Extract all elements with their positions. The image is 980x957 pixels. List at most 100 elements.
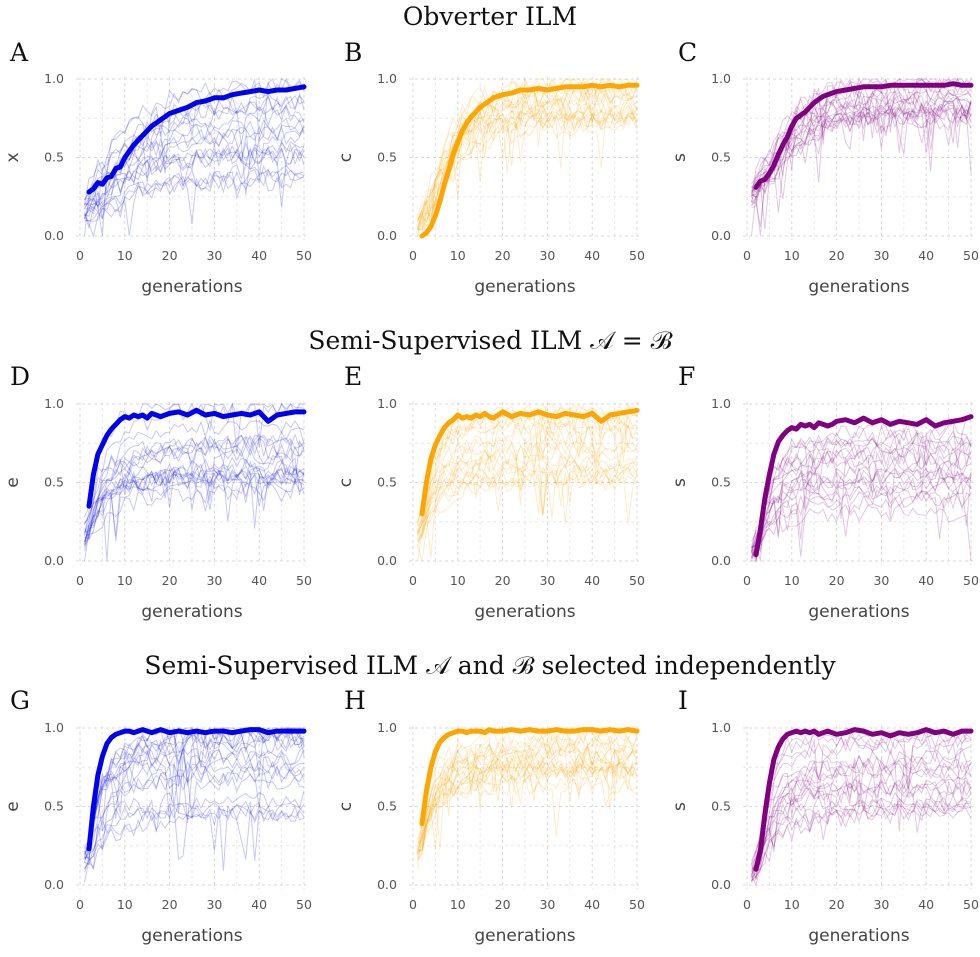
run-line: [417, 747, 638, 855]
x-tick-label: 50: [963, 248, 979, 263]
x-tick-label: 10: [450, 248, 466, 263]
row-title-text: Obverter ILM: [402, 2, 578, 31]
y-tick-label: 0.5: [377, 799, 397, 814]
run-line: [417, 451, 638, 535]
panel-letter-A: A: [10, 38, 29, 67]
run-line: [417, 98, 638, 229]
x-tick-label: 20: [162, 897, 178, 912]
x-tick-label: 50: [963, 897, 979, 912]
run-line: [84, 746, 305, 849]
runs-B: [417, 77, 638, 237]
panel-D: 0 10 20 30 40 50 0.0 0.5 1.0 generations e: [3, 396, 312, 622]
run-line: [417, 760, 638, 851]
run-line: [84, 104, 305, 208]
run-line: [417, 754, 638, 844]
run-line: [751, 757, 972, 865]
y-tick-label: 1.0: [711, 396, 731, 411]
run-line: [751, 466, 972, 559]
panel-C: 0 10 20 30 40 50 0.0 0.5 1.0 generations s: [670, 71, 979, 297]
runs-I: [751, 726, 972, 887]
y-tick-label: 0.0: [711, 228, 731, 243]
run-line: [417, 760, 638, 860]
run-line: [84, 427, 305, 534]
run-line: [751, 746, 972, 875]
run-line: [751, 735, 972, 862]
x-tick-label: 40: [584, 897, 600, 912]
x-tick-label: 50: [629, 573, 645, 588]
runs-C: [751, 77, 972, 237]
run-line: [751, 101, 972, 199]
mean-line: [753, 727, 974, 872]
run-line: [84, 726, 304, 853]
x-tick-label: 0: [743, 897, 751, 912]
y-tick-label: 0.0: [377, 553, 397, 568]
run-line: [751, 430, 972, 552]
run-line: [417, 746, 638, 853]
x-tick-label: 30: [539, 248, 555, 263]
x-tick-label: 10: [450, 897, 466, 912]
run-line: [751, 100, 972, 227]
x-tick-label: 0: [409, 897, 417, 912]
panel-E: 0 10 20 30 40 50 0.0 0.5 1.0 generations c: [336, 396, 645, 622]
run-line: [751, 503, 972, 562]
y-axis-label: e: [3, 801, 23, 811]
runs-F: [751, 416, 972, 563]
run-line: [84, 801, 305, 866]
run-line: [751, 799, 972, 883]
y-axis-label: c: [336, 802, 356, 811]
run-line: [84, 93, 305, 201]
row-title-1: Obverter ILM: [0, 2, 980, 31]
panel-letter-D: D: [10, 362, 31, 391]
run-line: [84, 755, 305, 858]
x-tick-label: 20: [162, 248, 178, 263]
run-line: [84, 433, 305, 533]
run-line: [751, 100, 972, 193]
run-line: [751, 101, 972, 206]
y-tick-label: 1.0: [711, 71, 731, 86]
x-tick-label: 10: [117, 573, 133, 588]
mean-line: [419, 727, 640, 827]
run-line: [751, 796, 972, 882]
x-tick-label: 50: [963, 573, 979, 588]
run-line: [84, 419, 305, 525]
y-axis-label: s: [670, 802, 690, 811]
run-line: [84, 765, 305, 870]
run-line: [751, 107, 972, 209]
run-line: [751, 81, 972, 230]
y-tick-label: 0.0: [377, 877, 397, 892]
run-line: [751, 90, 972, 237]
x-tick-label: 30: [206, 897, 222, 912]
run-line: [751, 84, 972, 203]
run-line: [417, 110, 638, 231]
run-line: [84, 163, 305, 222]
run-line: [84, 468, 305, 533]
run-line: [751, 760, 972, 876]
run-line: [417, 77, 638, 220]
x-tick-label: 30: [206, 573, 222, 588]
x-tick-label: 30: [206, 248, 222, 263]
run-line: [84, 746, 305, 860]
panel-letter-H: H: [344, 686, 366, 715]
run-line: [417, 774, 638, 860]
y-axis-label: s: [670, 478, 690, 487]
run-line: [751, 452, 972, 547]
x-axis-label: generations: [474, 277, 575, 297]
run-line: [84, 78, 305, 206]
run-line: [751, 488, 972, 560]
run-line: [751, 778, 972, 870]
run-line: [417, 758, 638, 861]
run-line: [84, 455, 305, 541]
run-line: [417, 424, 637, 533]
x-tick-label: 20: [829, 573, 845, 588]
y-axis-label: s: [670, 153, 690, 162]
row-title-text: Semi-Supervised ILM: [308, 326, 583, 355]
y-tick-label: 0.5: [44, 475, 64, 490]
run-line: [751, 465, 972, 557]
run-line: [751, 776, 972, 870]
run-line: [751, 790, 972, 887]
runs-D: [84, 402, 305, 562]
run-line: [84, 805, 305, 871]
x-tick-label: 50: [629, 897, 645, 912]
run-line: [751, 444, 972, 553]
x-tick-label: 40: [918, 897, 934, 912]
